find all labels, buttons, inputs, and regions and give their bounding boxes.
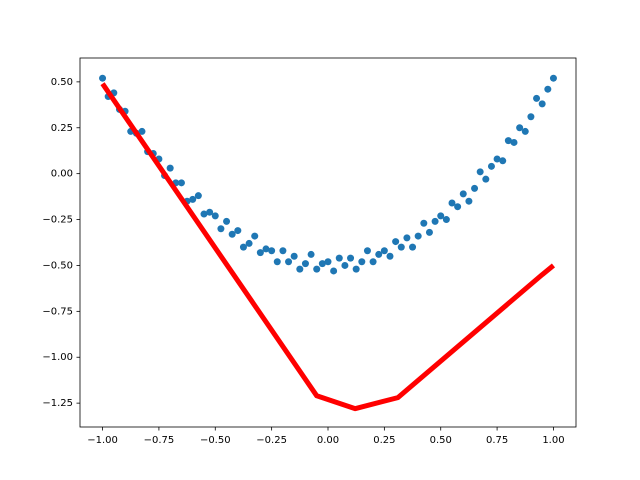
scatter-point: [194, 192, 202, 200]
scatter-point: [504, 137, 512, 145]
scatter-point: [386, 252, 394, 260]
scatter-point: [273, 258, 281, 266]
scatter-point: [189, 195, 197, 203]
y-tick-label: −0.50: [42, 260, 73, 271]
scatter-point: [499, 157, 507, 165]
scatter-point: [307, 250, 315, 258]
scatter-point: [510, 138, 518, 146]
scatter-point: [476, 168, 484, 176]
scatter-point: [397, 243, 405, 251]
scatter-point: [313, 265, 321, 273]
scatter-point: [211, 212, 219, 220]
scatter-point: [200, 210, 208, 218]
scatter-point: [471, 184, 479, 192]
scatter-point: [138, 127, 146, 135]
scatter-point: [375, 250, 383, 258]
scatter-point: [352, 265, 360, 273]
scatter-point: [324, 258, 332, 266]
scatter-point: [318, 260, 326, 268]
scatter-point: [487, 162, 495, 170]
x-tick-label: 0.00: [317, 435, 339, 446]
x-tick-label: 0.50: [430, 435, 452, 446]
scatter-point: [521, 127, 529, 135]
x-tick-label: −1.00: [87, 435, 118, 446]
y-tick-label: 0.25: [51, 123, 73, 134]
scatter-point: [409, 243, 417, 251]
scatter-point: [420, 219, 428, 227]
scatter-point: [166, 164, 174, 172]
scatter-point: [177, 179, 185, 187]
scatter-point: [533, 94, 541, 102]
scatter-point: [363, 247, 371, 255]
y-tick-label: 0.50: [51, 77, 73, 88]
scatter-point: [482, 175, 490, 183]
scatter-point: [268, 247, 276, 255]
x-tick-label: −0.50: [200, 435, 231, 446]
y-tick-label: 0.00: [51, 169, 73, 180]
x-tick-label: −0.75: [144, 435, 175, 446]
y-tick-label: −0.75: [42, 306, 73, 317]
scatter-point: [256, 249, 264, 257]
scatter-point: [251, 232, 259, 240]
scatter-point: [341, 261, 349, 269]
scatter-point: [223, 217, 231, 225]
scatter-point: [465, 197, 473, 205]
x-tick-label: 1.00: [542, 435, 564, 446]
scatter-point: [425, 228, 433, 236]
scatter-point: [358, 258, 366, 266]
scatter-point: [414, 232, 422, 240]
scatter-point: [99, 74, 107, 82]
scatter-point: [239, 243, 247, 251]
scatter-point: [380, 247, 388, 255]
scatter-point: [527, 113, 535, 121]
scatter-point: [285, 258, 293, 266]
scatter-point: [369, 258, 377, 266]
scatter-point: [290, 252, 298, 260]
x-tick-label: 0.75: [486, 435, 508, 446]
scatter-point: [234, 227, 242, 235]
x-tick-label: 0.25: [373, 435, 395, 446]
scatter-point: [454, 203, 462, 211]
y-tick-label: −0.25: [42, 215, 73, 226]
scatter-point: [549, 74, 557, 82]
scatter-point: [448, 199, 456, 207]
scatter-point: [544, 85, 552, 93]
line: [100, 82, 556, 412]
scatter-point: [330, 267, 338, 275]
y-tick-label: −1.00: [42, 352, 73, 363]
scatter-point: [392, 238, 400, 246]
scatter-point: [442, 216, 450, 224]
scatter-point: [301, 260, 309, 268]
scatter-point: [403, 234, 411, 242]
x-tick-label: −0.25: [256, 435, 287, 446]
scatter-point: [347, 254, 355, 262]
scatter-point: [296, 265, 304, 273]
scatter-point: [245, 239, 253, 247]
scatter-point: [516, 124, 524, 132]
scatter-point: [431, 217, 439, 225]
scatter-point: [335, 254, 343, 262]
y-tick-label: −1.25: [42, 398, 73, 409]
scatter-point: [437, 212, 445, 220]
plot-frame: [79, 57, 577, 428]
scatter-point: [217, 225, 225, 233]
scatter-point: [262, 245, 270, 253]
scatter-point: [206, 208, 214, 216]
scatter-point: [493, 155, 501, 163]
scatter-point: [459, 190, 467, 198]
scatter-point: [228, 230, 236, 238]
scatter-point: [538, 100, 546, 108]
scatter-point: [279, 247, 287, 255]
